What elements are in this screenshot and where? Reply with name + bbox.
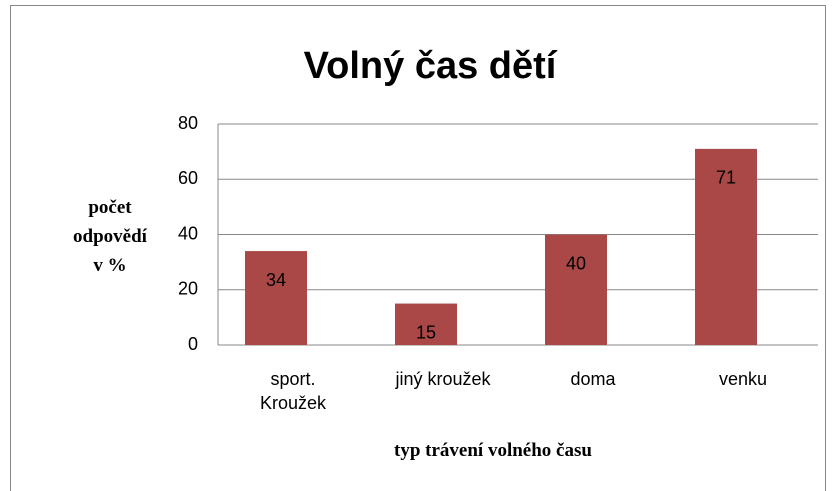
y-tick-label: 80	[178, 113, 198, 133]
y-axis-title: počet odpovědí v %	[73, 197, 147, 276]
bar	[395, 303, 457, 345]
y-tick-label: 20	[178, 279, 198, 299]
x-tick-label: jiný kroužek	[395, 369, 491, 389]
y-tick-label: 60	[178, 168, 198, 188]
data-label: 34	[266, 270, 286, 290]
x-axis-title: typ trávení volného času	[394, 440, 592, 461]
bar	[695, 148, 757, 345]
data-label: 40	[566, 253, 586, 273]
chart-frame	[10, 5, 826, 491]
y-tick-label: 40	[178, 223, 198, 243]
bar	[245, 251, 307, 345]
bar	[545, 234, 607, 345]
y-tick-label: 0	[188, 334, 198, 354]
data-label: 15	[416, 322, 436, 342]
x-tick-label: doma	[570, 369, 616, 389]
data-label: 71	[716, 168, 736, 188]
x-tick-label: sport. Kroužek	[259, 369, 327, 413]
chart-title: Volný čas dětí	[304, 45, 558, 87]
x-tick-label: venku	[718, 369, 768, 389]
